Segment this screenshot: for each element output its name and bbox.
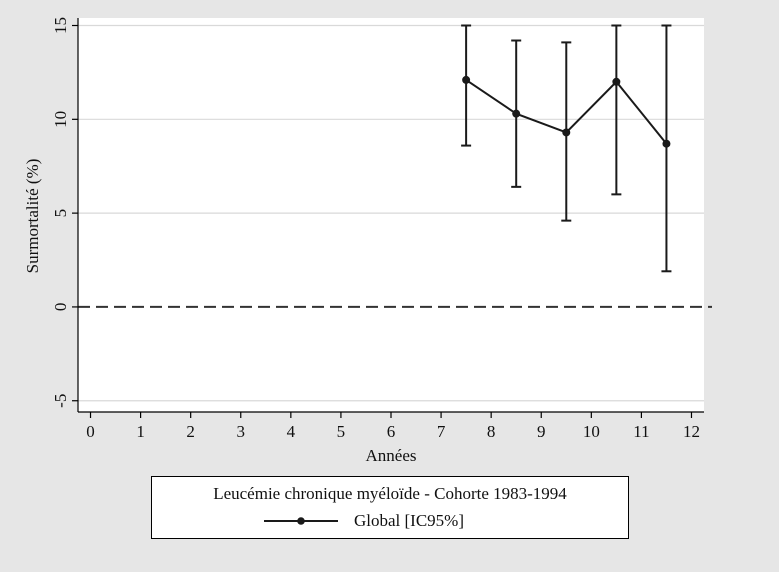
x-tick-label: 6: [387, 422, 396, 441]
y-axis-label: Surmortalité (%): [23, 159, 42, 274]
y-tick-label: 5: [51, 209, 70, 218]
data-point: [612, 77, 621, 86]
x-tick-label: 8: [487, 422, 496, 441]
y-ticks: -5 0 5 10 15: [51, 17, 78, 408]
legend-entry-global: Global [IC95%]: [262, 511, 562, 531]
x-tick-label: 5: [337, 422, 346, 441]
x-tick-label: 3: [237, 422, 246, 441]
y-tick-label: 10: [51, 111, 70, 128]
legend-title: Leucémie chronique myéloïde - Cohorte 19…: [213, 484, 567, 503]
x-tick-label: 4: [287, 422, 296, 441]
x-tick-label: 11: [633, 422, 649, 441]
data-point: [512, 109, 521, 118]
x-tick-label: 9: [537, 422, 546, 441]
legend: Leucémie chronique myéloïde - Cohorte 19…: [151, 476, 629, 539]
legend-label: Global [IC95%]: [354, 511, 465, 530]
series-global: [461, 24, 672, 273]
x-tick-label: 1: [136, 422, 145, 441]
x-ticks: 0 1 2 3 4 5 6 7 8 9 10 11 12: [86, 412, 700, 441]
data-point: [462, 75, 471, 84]
y-tick-label: -5: [51, 394, 70, 408]
y-tick-label: 0: [51, 303, 70, 312]
x-tick-label: 0: [86, 422, 95, 441]
plot-area: [78, 18, 704, 412]
x-tick-label: 10: [583, 422, 600, 441]
x-axis-label: Années: [366, 446, 417, 465]
gridlines: [78, 24, 704, 402]
x-tick-label: 2: [186, 422, 195, 441]
x-tick-label: 7: [437, 422, 446, 441]
data-point: [562, 128, 571, 137]
y-tick-label: 15: [51, 17, 70, 34]
legend-swatch: [264, 517, 338, 525]
data-point: [662, 139, 671, 148]
x-tick-label: 12: [683, 422, 700, 441]
